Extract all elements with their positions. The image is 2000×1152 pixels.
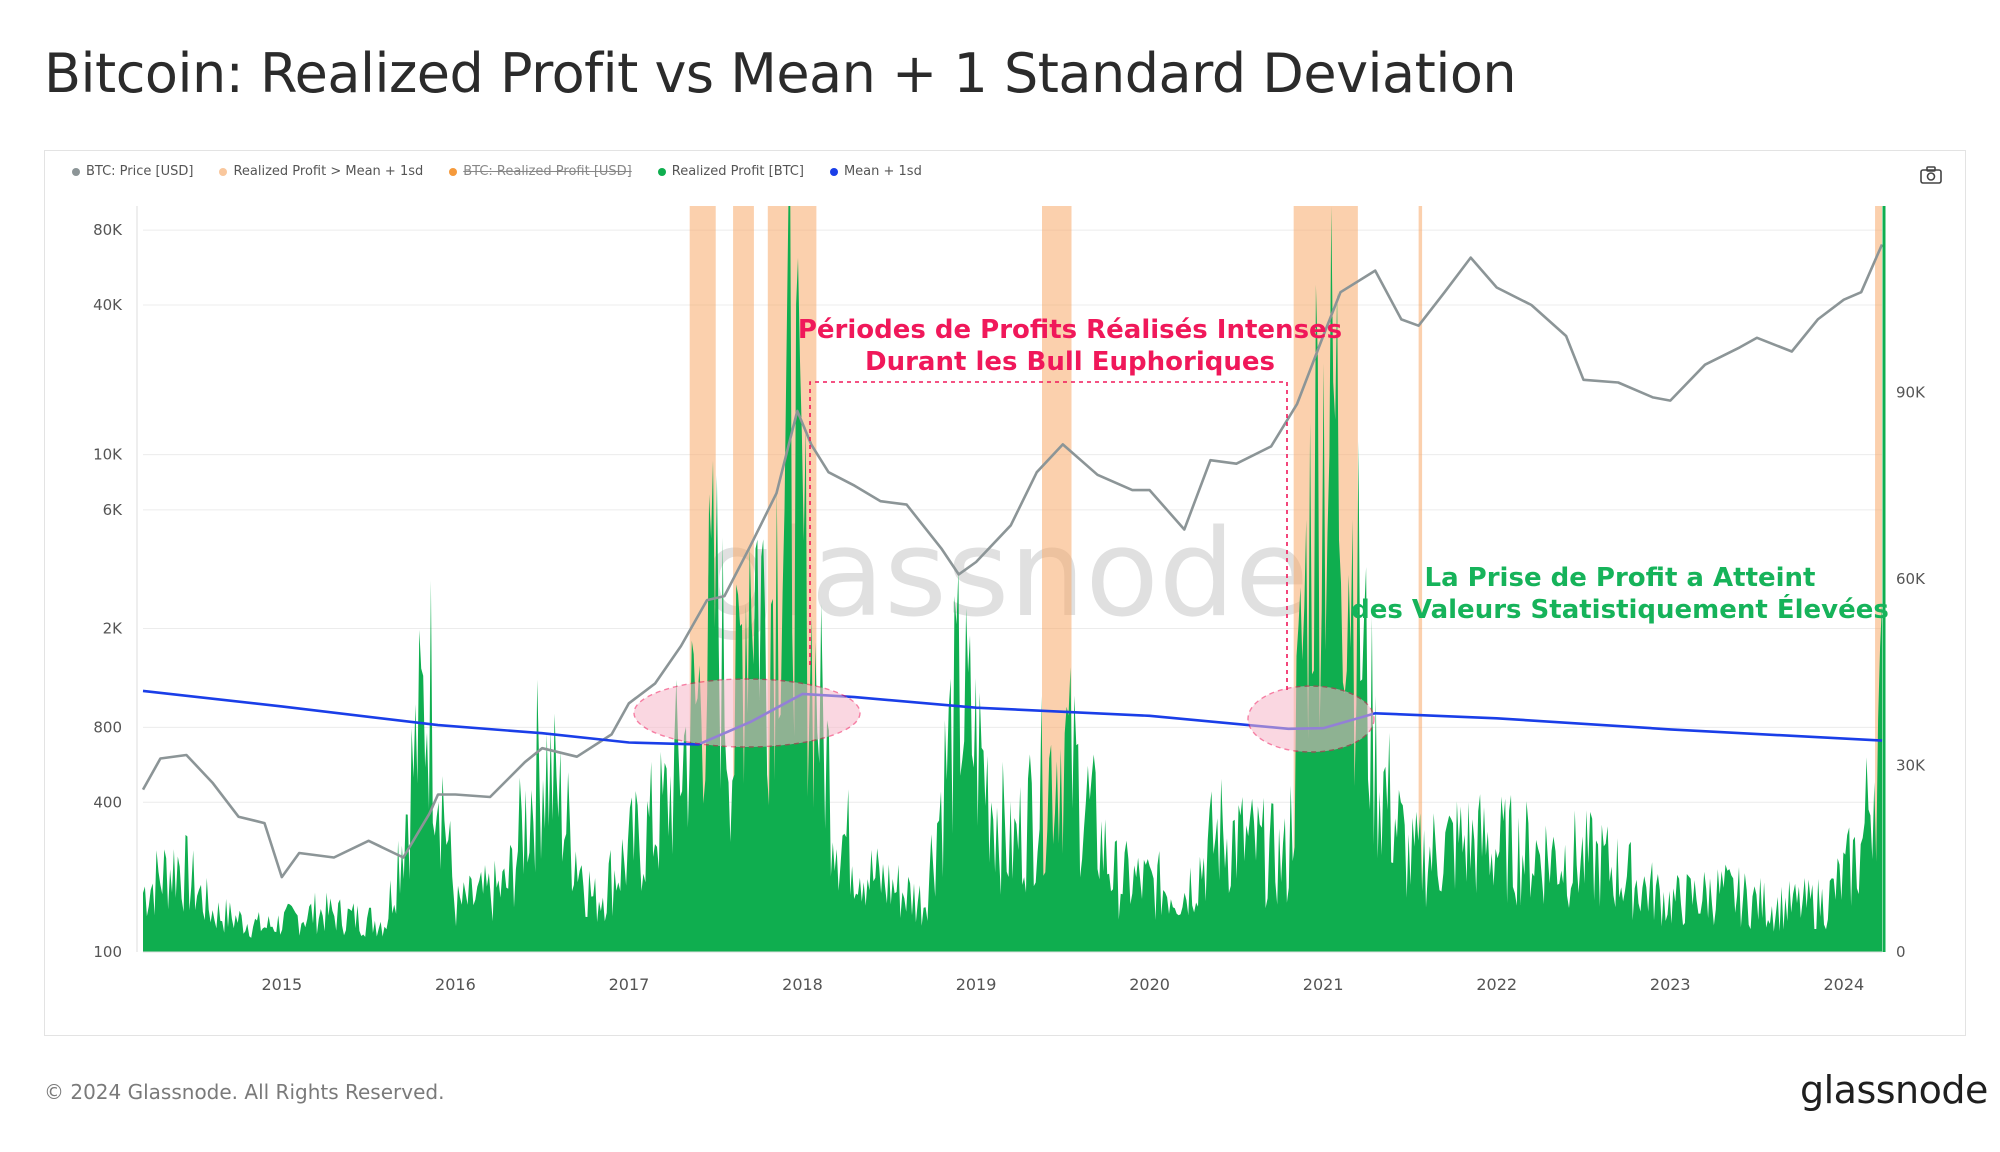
y-left-tick-label: 40K [93,296,123,314]
y-right-tick-label: 0 [1896,943,1906,961]
annotation-profit-line1: La Prise de Profit a Atteint [1424,563,1816,593]
y-right-tick-label: 90K [1896,384,1926,402]
x-tick-label: 2023 [1650,975,1691,994]
chart-frame [44,150,1966,1036]
y-left-tick-label: 400 [93,793,122,811]
legend-dot-realized-profit-btc [657,167,666,176]
legend-label-realized-profit-usd: BTC: Realized Profit [USD] [463,164,632,179]
page-title: Bitcoin: Realized Profit vs Mean + 1 Sta… [44,42,1517,105]
y-left-tick-label: 2K [103,619,124,637]
x-tick-label: 2017 [609,975,650,994]
highlight-period [1418,206,1423,952]
x-tick-label: 2016 [435,975,476,994]
legend-item-mean[interactable]: Mean + 1sd [829,164,922,179]
annotation-profit-line2: des Valeurs Statistiquement Élevées [1351,595,1889,625]
annotation-bracket [809,381,1288,690]
camera-icon[interactable] [1920,166,1942,189]
annotation-euphoria-line2: Durant les Bull Euphoriques [865,347,1275,377]
legend-item-highlight[interactable]: Realized Profit > Mean + 1sd [219,164,423,179]
legend-label-price: BTC: Price [USD] [86,164,194,179]
mean-sd-line [142,689,1883,746]
x-tick-label: 2018 [782,975,823,994]
highlight-ellipse [1247,685,1375,753]
annotation-euphoria-line1: Périodes de Profits Réalisés Intenses [797,315,1343,345]
price-line [141,243,1884,879]
legend-dot-mean [829,167,838,176]
legend-item-realized-profit-usd[interactable]: BTC: Realized Profit [USD] [449,164,632,179]
legend-label-mean: Mean + 1sd [843,164,922,179]
copyright-text: © 2024 Glassnode. All Rights Reserved. [44,1080,445,1104]
highlight-period [1875,206,1882,952]
x-tick-label: 2020 [1129,975,1170,994]
legend-dot-price [72,167,80,176]
y-left-tick-label: 10K [93,446,123,464]
x-tick-label: 2019 [956,975,997,994]
legend-label-realized-profit-btc: Realized Profit [BTC] [671,164,804,179]
x-tick-label: 2022 [1476,975,1517,994]
legend-item-realized-profit-btc[interactable]: Realized Profit [BTC] [657,164,804,179]
annotation-euphoria: Périodes de Profits Réalisés Intenses Du… [770,314,1370,378]
y-left-tick-label: 6K [103,501,124,519]
legend-label-highlight: Realized Profit > Mean + 1sd [233,164,424,179]
glassnode-logo[interactable]: glassnode [1800,1068,1988,1112]
legend-item-price[interactable]: BTC: Price [USD] [72,164,193,179]
y-right-tick-label: 60K [1896,570,1926,588]
x-tick-label: 2021 [1303,975,1344,994]
annotation-profit-taking: La Prise de Profit a Atteint des Valeurs… [1340,562,1900,626]
y-left-tick-label: 100 [93,943,122,961]
y-left-tick-label: 80K [93,221,123,239]
legend-dot-realized-profit-usd [449,167,458,176]
x-tick-label: 2015 [261,975,302,994]
legend-dot-highlight [219,167,228,176]
y-right-tick-label: 30K [1896,757,1926,775]
y-left-tick-label: 800 [93,718,122,736]
highlight-ellipse [633,678,861,748]
chart-legend: BTC: Price [USD] Realized Profit > Mean … [72,164,922,179]
x-tick-label: 2024 [1823,975,1864,994]
